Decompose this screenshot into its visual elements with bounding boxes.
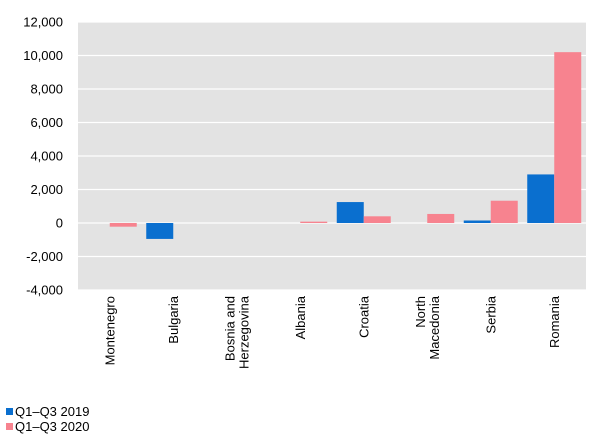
bar-2019	[463, 220, 491, 223]
bar-2020	[427, 213, 455, 223]
bar-2020	[300, 221, 328, 223]
x-category-label: Bulgaria	[166, 295, 181, 343]
legend-swatch-2019	[6, 408, 13, 415]
bar-2019	[146, 223, 174, 239]
y-tick-label: 8,000	[30, 82, 63, 97]
bar-2020	[554, 52, 582, 224]
bar-2020	[109, 223, 137, 227]
x-category-label: Montenegro	[102, 296, 117, 365]
bar-2019	[527, 174, 555, 223]
y-tick-label: 4,000	[30, 149, 63, 164]
x-category-label: Croatia	[356, 295, 371, 338]
y-tick-label: 2,000	[30, 182, 63, 197]
bars	[109, 52, 582, 239]
x-category-label: NorthMacedonia	[413, 295, 442, 359]
legend-item-2019: Q1–Q3 2019	[6, 404, 89, 419]
x-axis-labels: Montenegro Bulgaria Bosnia andHerzegovina A…	[102, 295, 562, 369]
y-tick-label: -4,000	[26, 283, 63, 298]
legend-swatch-2020	[6, 423, 13, 430]
y-tick-label: 10,000	[23, 48, 63, 63]
bar-2020	[490, 200, 518, 223]
legend-label-2019: Q1–Q3 2019	[15, 404, 90, 419]
y-tick-label: 6,000	[30, 115, 63, 130]
legend: Q1–Q3 2019 Q1–Q3 2020	[6, 404, 89, 434]
bar-2020	[363, 216, 391, 223]
bar-2019	[336, 202, 364, 223]
x-category-label: Serbia	[483, 295, 498, 333]
legend-label-2020: Q1–Q3 2020	[15, 419, 90, 434]
y-tick-label: -2,000	[26, 249, 63, 264]
y-tick-label: 0	[56, 216, 63, 231]
y-axis-ticks: 12,000 10,000 8,000 6,000 4,000 2,000 0 -2,000 -…	[23, 15, 63, 298]
x-category-label: Bosnia andHerzegovina	[222, 295, 251, 369]
legend-item-2020: Q1–Q3 2020	[6, 419, 89, 434]
x-category-label: Albania	[293, 295, 308, 339]
y-tick-label: 12,000	[23, 15, 63, 30]
x-category-label: Romania	[547, 295, 562, 348]
